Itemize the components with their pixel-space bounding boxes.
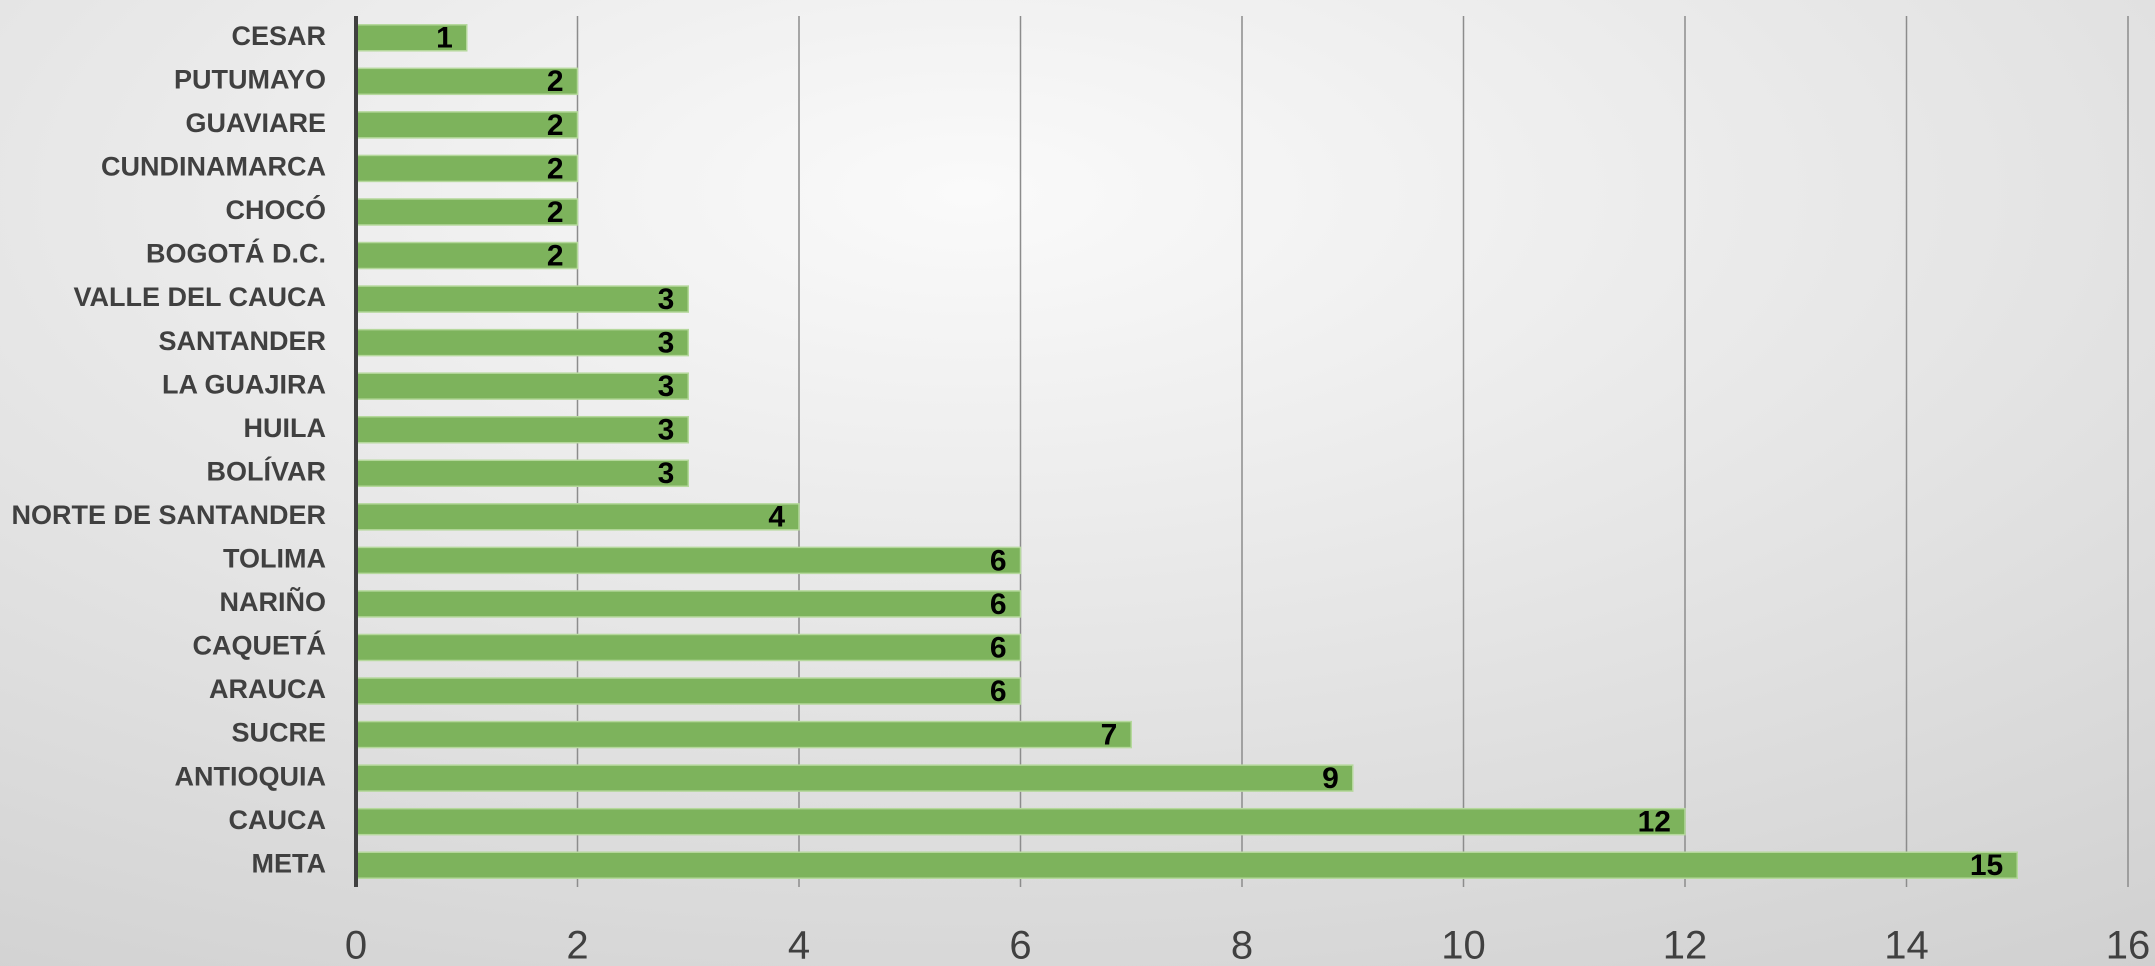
y-tick-label: META bbox=[252, 848, 327, 878]
y-tick-label: TOLIMA bbox=[223, 544, 326, 574]
y-tick-label: NARIÑO bbox=[220, 586, 327, 617]
y-tick-label: BOGOTÁ D.C. bbox=[146, 238, 326, 269]
y-tick-label: LA GUAJIRA bbox=[162, 369, 326, 399]
bar bbox=[355, 111, 579, 139]
data-label: 15 bbox=[1970, 849, 2003, 882]
y-tick-label: GUAVIARE bbox=[185, 108, 326, 138]
data-label: 1 bbox=[436, 22, 453, 55]
data-label: 3 bbox=[658, 414, 675, 447]
data-label: 7 bbox=[1101, 718, 1118, 751]
data-label: 6 bbox=[990, 588, 1007, 621]
bar bbox=[355, 503, 800, 531]
y-tick-label: ARAUCA bbox=[209, 674, 326, 704]
data-label: 2 bbox=[547, 65, 564, 98]
x-tick-label: 2 bbox=[566, 924, 588, 966]
bars bbox=[355, 24, 2018, 879]
bar bbox=[355, 328, 689, 357]
data-label: 3 bbox=[658, 283, 675, 316]
bar bbox=[355, 198, 579, 226]
data-label: 9 bbox=[1322, 762, 1339, 795]
x-tick-label: 12 bbox=[1663, 924, 1708, 966]
bar bbox=[355, 372, 689, 400]
y-tick-label: PUTUMAYO bbox=[174, 64, 326, 94]
bar bbox=[355, 633, 1022, 662]
y-tick-label: CHOCÓ bbox=[226, 194, 327, 225]
data-label: 2 bbox=[547, 239, 564, 272]
x-tick-label: 16 bbox=[2106, 924, 2151, 966]
bar bbox=[355, 285, 689, 313]
data-label: 6 bbox=[990, 544, 1007, 577]
y-tick-label: CAUCA bbox=[229, 805, 327, 835]
bar bbox=[355, 459, 689, 488]
x-tick-label: 4 bbox=[788, 924, 810, 966]
bar bbox=[355, 154, 579, 183]
y-tick-label: ANTIOQUIA bbox=[175, 761, 327, 791]
y-tick-label: CAQUETÁ bbox=[193, 630, 327, 661]
y-tick-label: CESAR bbox=[231, 21, 326, 51]
x-tick-label: 6 bbox=[1009, 924, 1031, 966]
data-label: 6 bbox=[990, 675, 1007, 708]
y-tick-label: SANTANDER bbox=[159, 326, 327, 356]
x-tick-label: 10 bbox=[1441, 924, 1486, 966]
bar bbox=[355, 807, 1686, 836]
data-label: 4 bbox=[768, 501, 785, 534]
data-label: 3 bbox=[658, 457, 675, 490]
y-tick-label: VALLE DEL CAUCA bbox=[73, 282, 326, 312]
bar bbox=[355, 24, 468, 52]
data-label: 12 bbox=[1638, 806, 1671, 839]
data-label: 2 bbox=[547, 152, 564, 185]
bar bbox=[355, 67, 579, 96]
y-tick-label: SUCRE bbox=[231, 718, 326, 748]
bar bbox=[355, 546, 1022, 575]
data-label: 6 bbox=[990, 631, 1007, 664]
x-tick-label: 0 bbox=[345, 924, 367, 966]
data-label: 3 bbox=[658, 370, 675, 403]
data-label: 2 bbox=[547, 109, 564, 142]
x-tick-label: 14 bbox=[1884, 924, 1929, 966]
y-tick-label: NORTE DE SANTANDER bbox=[11, 500, 326, 530]
bar bbox=[355, 720, 1132, 749]
x-tick-label: 8 bbox=[1231, 924, 1253, 966]
y-tick-label: CUNDINAMARCA bbox=[101, 152, 326, 182]
bar bbox=[355, 851, 2018, 879]
data-label: 3 bbox=[658, 327, 675, 360]
bar bbox=[355, 677, 1022, 705]
data-label: 2 bbox=[547, 196, 564, 229]
bar bbox=[355, 764, 1354, 792]
bar bbox=[355, 241, 579, 270]
bar bbox=[355, 415, 689, 444]
bar bbox=[355, 590, 1022, 618]
y-tick-label: HUILA bbox=[244, 413, 327, 443]
y-tick-label: BOLÍVAR bbox=[207, 455, 327, 486]
